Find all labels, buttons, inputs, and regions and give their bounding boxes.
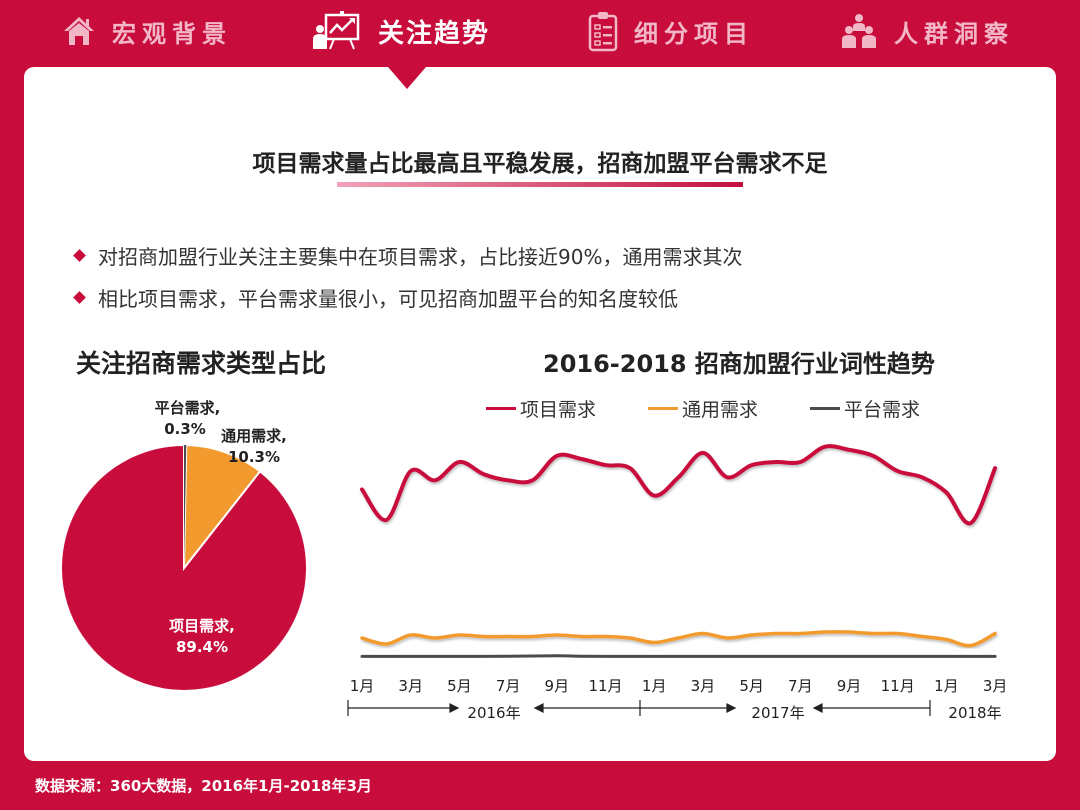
x-tick-label: 9月 — [544, 677, 570, 695]
pie-label-platform: 平台需求, 0.3% — [154, 399, 221, 438]
x-tick-label: 5月 — [739, 677, 764, 695]
bullet-item: 对招商加盟行业关注主要集中在项目需求，占比接近90%，通用需求其次 — [72, 234, 742, 276]
data-source-note: 数据来源：360大数据，2016年1月-2018年3月 — [35, 777, 372, 795]
clipboard-checklist-icon — [588, 12, 618, 52]
x-tick-label: 7月 — [495, 677, 521, 695]
nav-tab-label: 人群洞察 — [894, 19, 1014, 48]
year-label-2018: 2018年 — [948, 704, 1002, 722]
presentation-chart-icon — [313, 11, 360, 50]
legend-swatch — [486, 407, 516, 410]
nav-tab-focus-trend[interactable]: 关注趋势 — [312, 8, 490, 54]
x-tick-label: 11月 — [588, 677, 623, 695]
year-label-2017: 2017年 — [751, 704, 805, 722]
people-group-icon — [842, 14, 876, 48]
bullet-list: 对招商加盟行业关注主要集中在项目需求，占比接近90%，通用需求其次 相比项目需求… — [72, 234, 742, 318]
nav-tab-macro-background[interactable]: 宏观背景 — [62, 8, 232, 54]
x-tick-label: 5月 — [447, 677, 472, 695]
line-chart-legend: 项目需求 通用需求 平台需求 — [486, 395, 972, 422]
legend-item-general: 通用需求 — [648, 395, 758, 422]
nav-tab-label: 细分项目 — [634, 19, 754, 48]
diamond-bullet-icon — [73, 248, 86, 262]
x-tick-label: 3月 — [690, 677, 716, 695]
x-tick-label: 1月 — [349, 677, 375, 695]
legend-swatch — [810, 407, 841, 410]
legend-item-project: 项目需求 — [486, 395, 596, 422]
x-tick-label: 11月 — [880, 677, 915, 695]
x-tick-label: 1月 — [934, 677, 959, 695]
pie-label-general: 通用需求, 10.3% — [221, 427, 287, 466]
nav-tab-audience-insight[interactable]: 人群洞察 — [840, 8, 1014, 54]
page-headline: 项目需求量占比最高且平稳发展，招商加盟平台需求不足 — [252, 151, 828, 177]
active-tab-pointer — [388, 67, 426, 89]
headline-underline — [337, 182, 743, 187]
diamond-bullet-icon — [73, 290, 86, 304]
bullet-text: 对招商加盟行业关注主要集中在项目需求，占比接近90%，通用需求其次 — [98, 244, 743, 269]
x-tick-label: 3月 — [398, 677, 423, 695]
legend-item-platform: 平台需求 — [810, 395, 920, 422]
line-chart-title: 2016-2018 招商加盟行业词性趋势 — [543, 350, 935, 378]
nav-tab-label: 宏观背景 — [112, 19, 232, 48]
pie-chart-title: 关注招商需求类型占比 — [76, 349, 327, 378]
x-tick-label: 9月 — [836, 677, 862, 695]
nav-tab-label: 关注趋势 — [378, 18, 491, 49]
home-icon — [64, 17, 94, 45]
legend-swatch — [648, 407, 679, 410]
top-nav: 宏观背景 关注趋势 细分项目 — [0, 0, 1080, 64]
x-tick-label: 3月 — [982, 677, 1008, 695]
x-tick-label: 1月 — [641, 677, 667, 695]
bullet-item: 相比项目需求，平台需求量很小，可见招商加盟平台的知名度较低 — [72, 276, 742, 318]
nav-tab-segment-projects[interactable]: 细分项目 — [588, 8, 754, 54]
bullet-text: 相比项目需求，平台需求量很小，可见招商加盟平台的知名度较低 — [98, 286, 678, 311]
year-label-2016: 2016年 — [467, 704, 521, 722]
pie-label-project: 项目需求, 89.4% — [169, 617, 235, 656]
x-tick-label: 7月 — [788, 677, 813, 695]
